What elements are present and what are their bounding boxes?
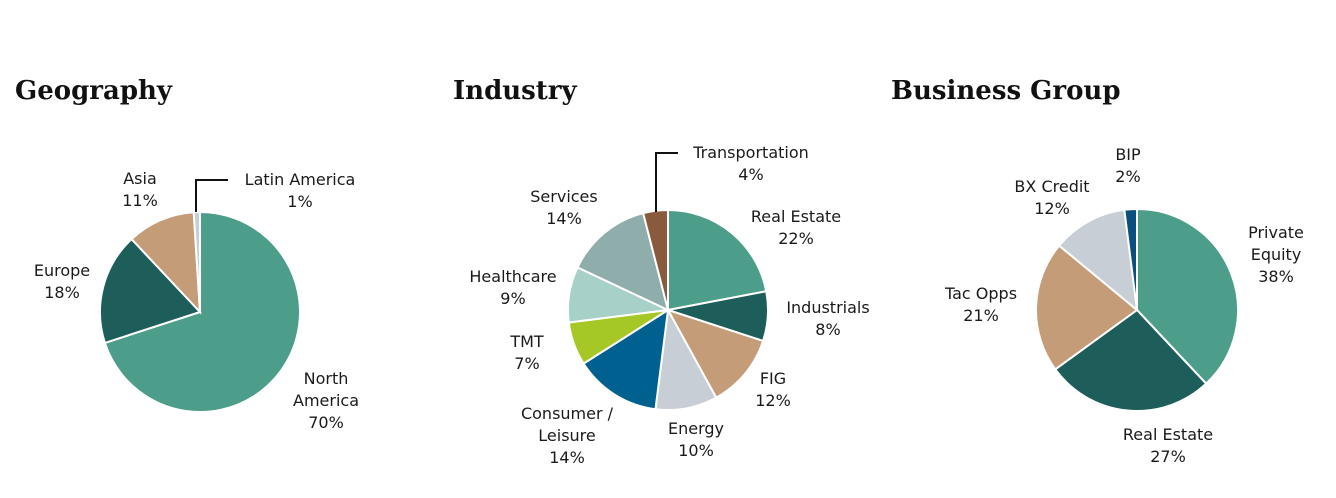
data-label-industry-tmt: TMT 7% (509, 332, 544, 373)
data-label-industry-consumer-leisure: Consumer / Leisure 14% (521, 404, 614, 467)
data-label-business-group-private-equity: Private Equity 38% (1248, 223, 1304, 286)
pie-slice-geography-europe (99, 237, 202, 345)
data-label-business-group-bip: BIP 2% (1115, 145, 1141, 186)
data-label-geography-asia: Asia 11% (122, 169, 158, 210)
pie-slice-geography-asia (130, 211, 202, 315)
data-label-industry-healthcare: Healthcare 9% (469, 267, 556, 308)
data-label-business-group-real-estate: Real Estate 27% (1123, 425, 1213, 466)
pie-slice-industry-real-estate (667, 208, 768, 312)
pie-slice-business-group-bx-credit (1057, 208, 1139, 313)
data-label-geography-north-america: North America 70% (293, 369, 359, 432)
pie-slice-business-group-private-equity (1136, 207, 1239, 386)
business-group-title: Business Group (891, 76, 1121, 106)
pie-slice-business-group-real-estate (1053, 308, 1208, 412)
data-label-industry-industrials: Industrials 8% (786, 298, 869, 339)
data-label-geography-latin-america: Latin America 1% (245, 170, 356, 211)
data-label-industry-services: Services 14% (530, 187, 597, 228)
data-label-business-group-tac-opps: Tac Opps 21% (944, 284, 1017, 325)
pie-slice-industry-services (576, 211, 670, 312)
pie-slice-industry-fig (665, 308, 765, 399)
leader-line-transportation (655, 152, 678, 212)
data-label-industry-real-estate: Real Estate 22% (751, 207, 841, 248)
pie-slice-geography-north-america (103, 210, 301, 413)
data-label-industry-transportation: Transportation 4% (692, 143, 809, 184)
pie-slice-business-group-tac-opps (1035, 244, 1139, 371)
geography-title: Geography (15, 76, 173, 106)
leader-line-latin-america (195, 179, 228, 212)
pie-slice-business-group-bip (1123, 207, 1138, 311)
data-label-industry-fig: FIG 12% (755, 369, 791, 410)
data-label-industry-energy: Energy 10% (668, 419, 724, 460)
data-label-business-group-bx-credit: BX Credit 12% (1014, 177, 1089, 218)
pie-slice-geography-latin-america (192, 210, 201, 313)
industry-title: Industry (453, 76, 577, 106)
data-label-geography-europe: Europe 18% (34, 261, 90, 302)
pie-slice-industry-consumer-leisure (582, 308, 670, 411)
